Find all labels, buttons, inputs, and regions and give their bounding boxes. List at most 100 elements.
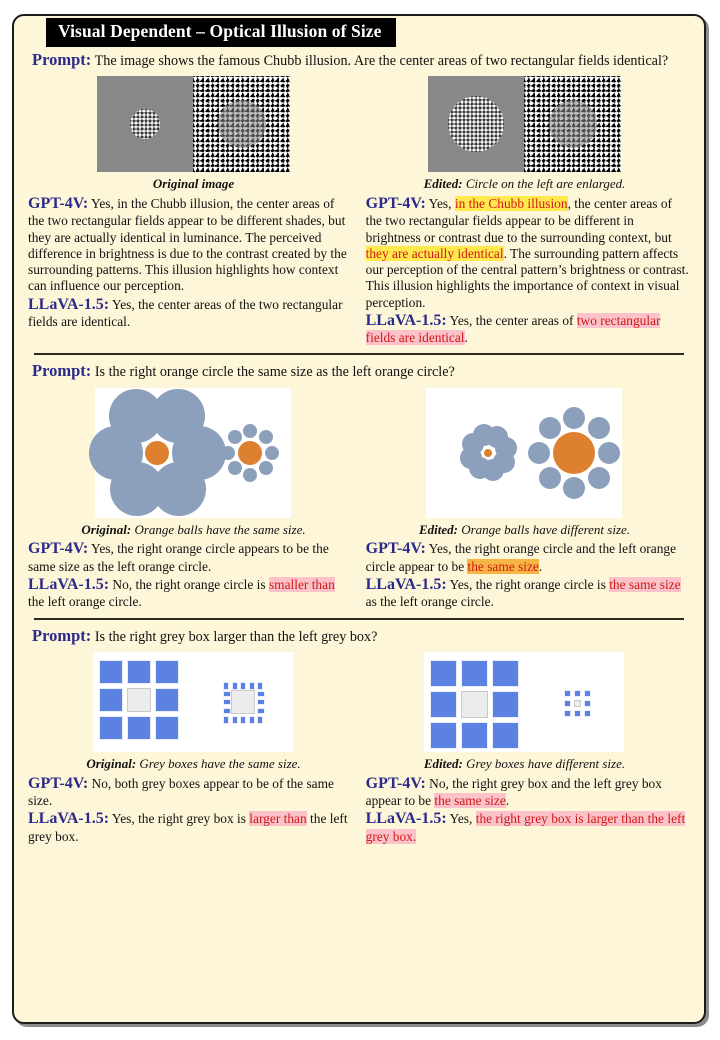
response-column-edited: GPT-4V: Yes, in the Chubb illusion, the … <box>365 194 690 347</box>
llava-response: LLaVA-1.5: No, the right orange circle i… <box>28 575 352 611</box>
blue-square <box>127 660 152 684</box>
blue-square <box>155 688 180 712</box>
prompt-label: Prompt: <box>32 361 92 381</box>
center-orange-circle <box>484 448 493 457</box>
chubb-left-center-patch <box>130 109 161 140</box>
figure-card: Visual Dependent – Optical Illusion of S… <box>12 14 706 1024</box>
figure-pair: Original: Grey boxes have the same size.… <box>28 652 690 772</box>
surround-circle <box>538 466 561 489</box>
response-columns: GPT-4V: No, both grey boxes appear to be… <box>28 774 690 845</box>
gpt-label: GPT-4V: <box>365 540 426 558</box>
response-column-original: GPT-4V: Yes, the right orange circle app… <box>28 539 352 610</box>
plain-text: No, the right grey box and the left grey… <box>365 775 662 808</box>
blue-square <box>492 691 520 718</box>
plain-text: the left grey box. <box>28 811 348 844</box>
llava-label: LLaVA-1.5: <box>365 575 447 593</box>
plain-text: Yes, the right orange circle is <box>449 576 610 592</box>
surround-circle <box>243 423 258 438</box>
llava-label: LLaVA-1.5: <box>365 810 447 828</box>
blue-square <box>492 660 520 687</box>
chubb-edited-image <box>427 76 621 173</box>
surround-circle <box>472 424 495 447</box>
caption-edited-lead: Edited: <box>418 521 458 537</box>
center-orange-circle <box>238 440 263 465</box>
figure-pair: Original: Orange balls have the same siz… <box>28 387 690 538</box>
blue-square-small <box>564 700 572 707</box>
figure-original: Original: Orange balls have the same siz… <box>41 387 346 538</box>
blue-square-small <box>584 690 592 697</box>
blue-square-small <box>564 710 572 717</box>
caption-original-lead: Original: <box>81 521 132 537</box>
llava-response: LLaVA-1.5: Yes, the right orange circle … <box>366 575 690 611</box>
blue-square-small <box>574 710 582 717</box>
blue-square-small <box>223 682 230 690</box>
chubb-left-center-patch <box>448 96 505 153</box>
grey-box-left <box>127 688 152 712</box>
caption-original-text: Original image <box>152 176 235 192</box>
highlighted-text: the same size <box>434 792 506 808</box>
blue-square-small <box>248 716 255 724</box>
llava-label: LLaVA-1.5: <box>28 295 110 313</box>
chubb-right-field <box>193 76 290 173</box>
card-title: Visual Dependent – Optical Illusion of S… <box>46 18 396 47</box>
surround-circle <box>227 430 242 445</box>
prompt-text: The image shows the famous Chubb illusio… <box>94 53 669 69</box>
plain-text: as the left orange circle. <box>365 594 494 610</box>
blue-square-small <box>223 690 232 697</box>
blue-square-small <box>257 690 266 697</box>
blue-square-small <box>223 716 230 724</box>
llava-label: LLaVA-1.5: <box>28 810 110 828</box>
gpt-response-text: No, both grey boxes appear to be of the … <box>28 776 334 808</box>
prompt-line: Prompt: Is the right orange circle the s… <box>32 361 686 381</box>
blue-square-small <box>584 710 592 717</box>
surround-circle <box>259 461 274 476</box>
plain-text: Yes, the right orange circle appears to … <box>28 541 329 574</box>
caption-edited: Edited: Orange balls have different size… <box>419 522 630 538</box>
blue-square-small <box>248 682 255 690</box>
blue-square <box>127 716 152 740</box>
highlighted-text: larger than <box>249 811 307 827</box>
prompt-label: Prompt: <box>32 625 92 645</box>
blue-square-small <box>240 716 247 724</box>
caption-edited: Edited: Circle on the left are enlarged. <box>424 176 626 192</box>
surround-circle <box>221 445 236 460</box>
blue-square-small <box>257 682 264 690</box>
figure-edited: Edited: Grey boxes have different size. <box>372 652 677 772</box>
blue-square-small <box>240 682 247 690</box>
llava-response-text: Yes, the right grey box is larger than t… <box>28 811 348 844</box>
llava-response-text: Yes, the right orange circle is the same… <box>365 576 681 610</box>
llava-label: LLaVA-1.5: <box>365 311 447 329</box>
plain-text: . <box>538 558 543 574</box>
surround-circle <box>563 406 586 429</box>
figure-original: Original: Grey boxes have the same size. <box>41 652 346 772</box>
surround-circle <box>528 441 551 464</box>
caption-edited: Edited: Grey boxes have different size. <box>424 756 625 772</box>
caption-edited-text: Orange balls have different size. <box>461 521 631 537</box>
figure-pair: Original image <box>28 76 690 192</box>
caption-original-text: Orange balls have the same size. <box>134 521 306 537</box>
llava-response: LLaVA-1.5: Yes, the center areas of two … <box>365 311 690 347</box>
response-column-original: GPT-4V: Yes, in the Chubb illusion, the … <box>28 194 352 346</box>
caption-edited-lead: Edited: <box>423 756 463 771</box>
grey-box-left <box>461 691 489 718</box>
plain-text: Yes, <box>449 811 476 827</box>
blue-square <box>155 660 180 684</box>
gpt-response: GPT-4V: No, both grey boxes appear to be… <box>28 774 352 810</box>
blue-square-small <box>574 690 582 697</box>
caption-original: Original: Grey boxes have the same size. <box>86 756 300 772</box>
blue-square <box>461 660 489 687</box>
surround-circle <box>563 476 586 499</box>
chubb-right-center-patch <box>217 100 266 149</box>
blue-square <box>430 722 458 749</box>
gpt-label: GPT-4V: <box>28 540 89 558</box>
section-ebbinghaus: Prompt: Is the right orange circle the s… <box>28 361 690 610</box>
caption-original-text: Grey boxes have the same size. <box>139 756 301 771</box>
chubb-right-field <box>524 76 621 173</box>
surround-circle <box>259 430 274 445</box>
highlighted-text: the same size <box>467 558 539 574</box>
grey-box-right <box>231 690 256 714</box>
plain-text: Yes, the right grey box is <box>111 811 250 827</box>
surround-circle <box>243 467 258 482</box>
blue-square <box>99 660 124 684</box>
